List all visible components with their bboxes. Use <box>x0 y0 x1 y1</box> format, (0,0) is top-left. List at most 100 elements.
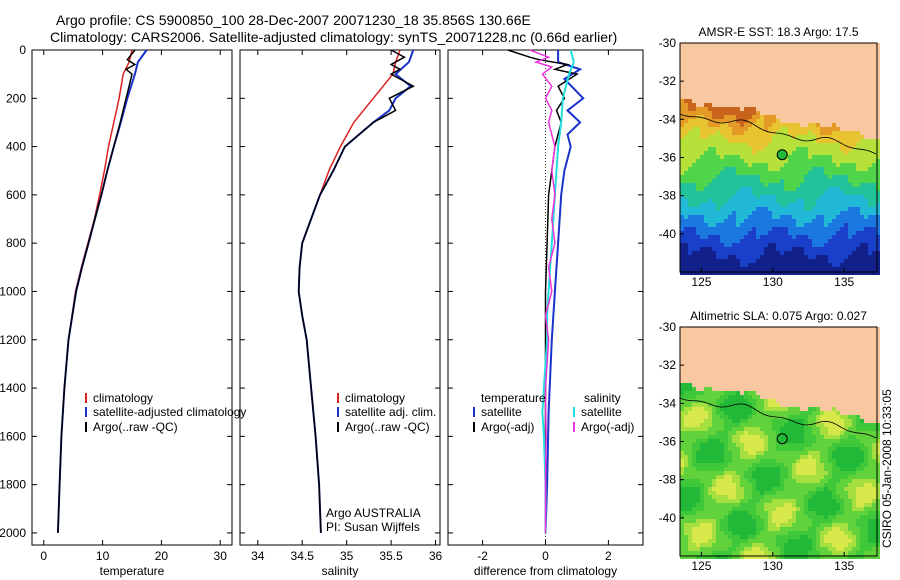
sla-map-cell <box>756 459 760 463</box>
sla-map-cell <box>712 423 716 427</box>
sst-map-cell <box>816 235 820 239</box>
sla-map-cell <box>796 535 800 539</box>
sla-map-cell <box>740 551 744 555</box>
sst-map-cell <box>872 71 876 75</box>
sst-map-cell <box>724 235 728 239</box>
sst-map-cell <box>716 171 720 175</box>
sla-map-cell <box>724 339 728 343</box>
sla-map-cell <box>748 467 752 471</box>
sst-map-cell <box>860 187 864 191</box>
sla-map-cell <box>704 479 708 483</box>
sst-map-cell <box>696 59 700 63</box>
sla-map-cell <box>688 367 692 371</box>
sla-map-cell <box>792 515 796 519</box>
sst-map-cell <box>868 79 872 83</box>
sla-map-cell <box>760 387 764 391</box>
sst-map-cell <box>768 271 772 275</box>
sla-map-cell <box>756 527 760 531</box>
sst-map-cell <box>704 199 708 203</box>
sst-map-cell <box>752 43 756 47</box>
sst-map-cell <box>856 43 860 47</box>
sst-map-cell <box>796 255 800 259</box>
sla-map-cell <box>752 539 756 543</box>
sla-map-cell <box>680 383 684 387</box>
sla-map-cell <box>748 483 752 487</box>
sst-map-cell <box>756 151 760 155</box>
sst-map-cell <box>732 243 736 247</box>
sla-map-cell <box>792 375 796 379</box>
sst-map-cell <box>760 155 764 159</box>
sst-map-cell <box>744 179 748 183</box>
sst-map-cell <box>772 47 776 51</box>
sla-map-cell <box>692 555 696 559</box>
sla-map-cell <box>736 383 740 387</box>
sst-map-cell <box>692 227 696 231</box>
sla-map-cell <box>764 471 768 475</box>
sst-map-cell <box>680 83 684 87</box>
sst-map-cell <box>760 199 764 203</box>
sst-map-cell <box>856 79 860 83</box>
sst-map-cell <box>868 119 872 123</box>
sst-map-cell <box>680 223 684 227</box>
sst-map-cell <box>844 127 848 131</box>
sst-map-cell <box>800 131 804 135</box>
sla-map-cell <box>796 327 800 331</box>
sst-map-cell <box>708 143 712 147</box>
sla-map-cell <box>784 519 788 523</box>
sst-map-cell <box>748 163 752 167</box>
sst-map-cell <box>868 99 872 103</box>
sst-map-cell <box>788 163 792 167</box>
sst-map-cell <box>716 123 720 127</box>
sst-map-cell <box>712 83 716 87</box>
sla-map-cell <box>680 355 684 359</box>
sst-map-cell <box>864 207 868 211</box>
sla-map-cell <box>784 399 788 403</box>
sla-map-cell <box>680 551 684 555</box>
sst-map-cell <box>716 259 720 263</box>
sst-map-cell <box>764 219 768 223</box>
sla-map-cell <box>764 379 768 383</box>
sla-map-cell <box>684 539 688 543</box>
sst-map-cell <box>768 55 772 59</box>
sla-map-cell <box>692 487 696 491</box>
sla-map-cell <box>724 543 728 547</box>
depth-tick-label: 200 <box>6 91 26 105</box>
sla-map-cell <box>776 375 780 379</box>
sst-map-cell <box>712 135 716 139</box>
depth-tick-label: 800 <box>6 236 26 250</box>
sla-map-cell <box>708 403 712 407</box>
sla-map-cell <box>776 495 780 499</box>
sst-map-cell <box>696 183 700 187</box>
sst-map-cell <box>684 243 688 247</box>
sst-map-cell <box>816 159 820 163</box>
sst-map-cell <box>760 95 764 99</box>
sst-map-cell <box>744 271 748 275</box>
sst-map-cell <box>716 131 720 135</box>
sst-map-cell <box>824 139 828 143</box>
sst-map-cell <box>816 199 820 203</box>
sst-map-cell <box>800 59 804 63</box>
sst-map-cell <box>704 195 708 199</box>
sla-map-cell <box>788 415 792 419</box>
sst-map-cell <box>720 155 724 159</box>
sla-map-cell <box>720 351 724 355</box>
sst-map-cell <box>780 247 784 251</box>
sla-map-cell <box>708 451 712 455</box>
sla-map-cell <box>788 463 792 467</box>
sla-map-cell <box>768 327 772 331</box>
sst-map-cell <box>804 199 808 203</box>
sst-map-cell <box>704 263 708 267</box>
sst-map-cell <box>824 99 828 103</box>
sla-map-cell <box>688 507 692 511</box>
sst-map-cell <box>724 55 728 59</box>
sst-map-cell <box>824 183 828 187</box>
sst-map-cell <box>844 167 848 171</box>
sst-map-cell <box>788 227 792 231</box>
sst-map-cell <box>792 99 796 103</box>
sst-map-cell <box>864 223 868 227</box>
sst-map-cell <box>764 227 768 231</box>
sst-map-cell <box>796 139 800 143</box>
sst-map-cell <box>836 47 840 51</box>
sla-map-cell <box>784 367 788 371</box>
sla-map-cell <box>704 375 708 379</box>
